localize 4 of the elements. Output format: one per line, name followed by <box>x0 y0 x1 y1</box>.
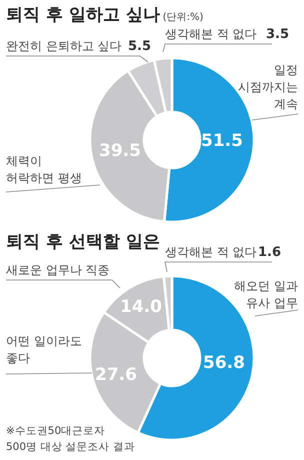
annotation: ※수도권50대근로자 500명 대상 설문조사 결과 <box>6 425 136 453</box>
title: 퇴직 후 일하고 싶나 <box>6 5 160 25</box>
subtitle: (단위:%) <box>162 12 204 23</box>
title: 퇴직 후 선택할 일은 <box>6 232 160 252</box>
